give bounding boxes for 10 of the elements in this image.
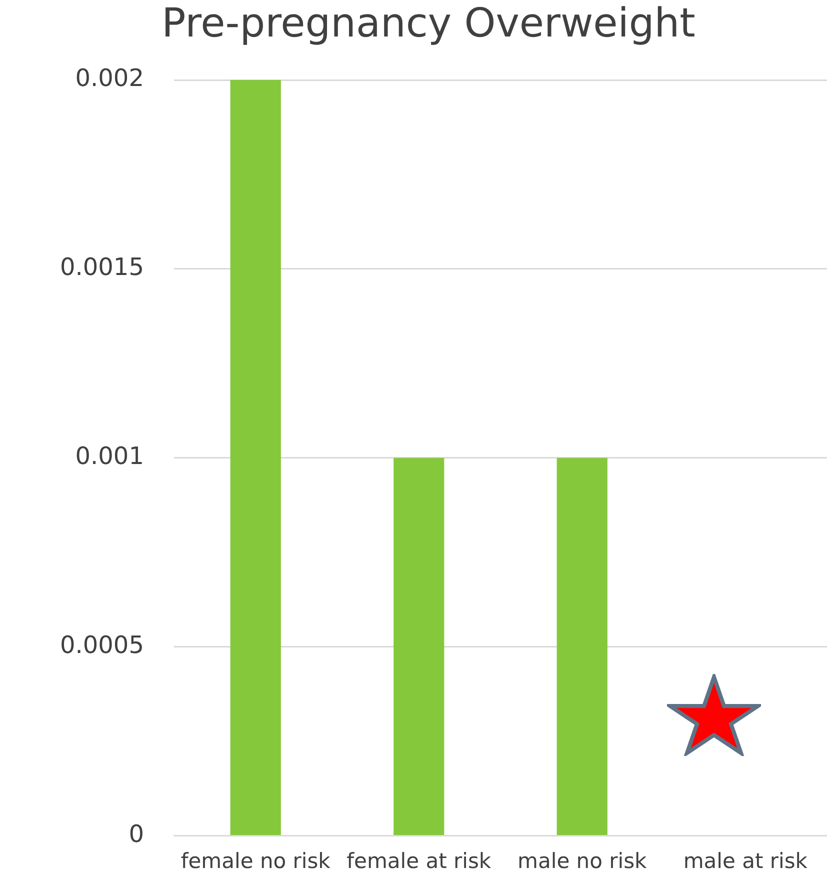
y-tick-label: 0.002 (75, 64, 144, 92)
y-tick-label: 0.001 (75, 442, 144, 470)
y-tick-label: 0.0005 (60, 631, 144, 660)
x-tick-label: female at risk (346, 848, 492, 873)
x-tick-label: male no risk (518, 848, 648, 873)
y-tick-label: 0 (128, 820, 144, 848)
x-tick-label: male at risk (683, 848, 808, 873)
chart-title: Pre-pregnancy Overweight (162, 0, 696, 46)
y-tick-label: 0.0015 (60, 253, 144, 282)
x-tick-label: female no risk (180, 848, 332, 873)
